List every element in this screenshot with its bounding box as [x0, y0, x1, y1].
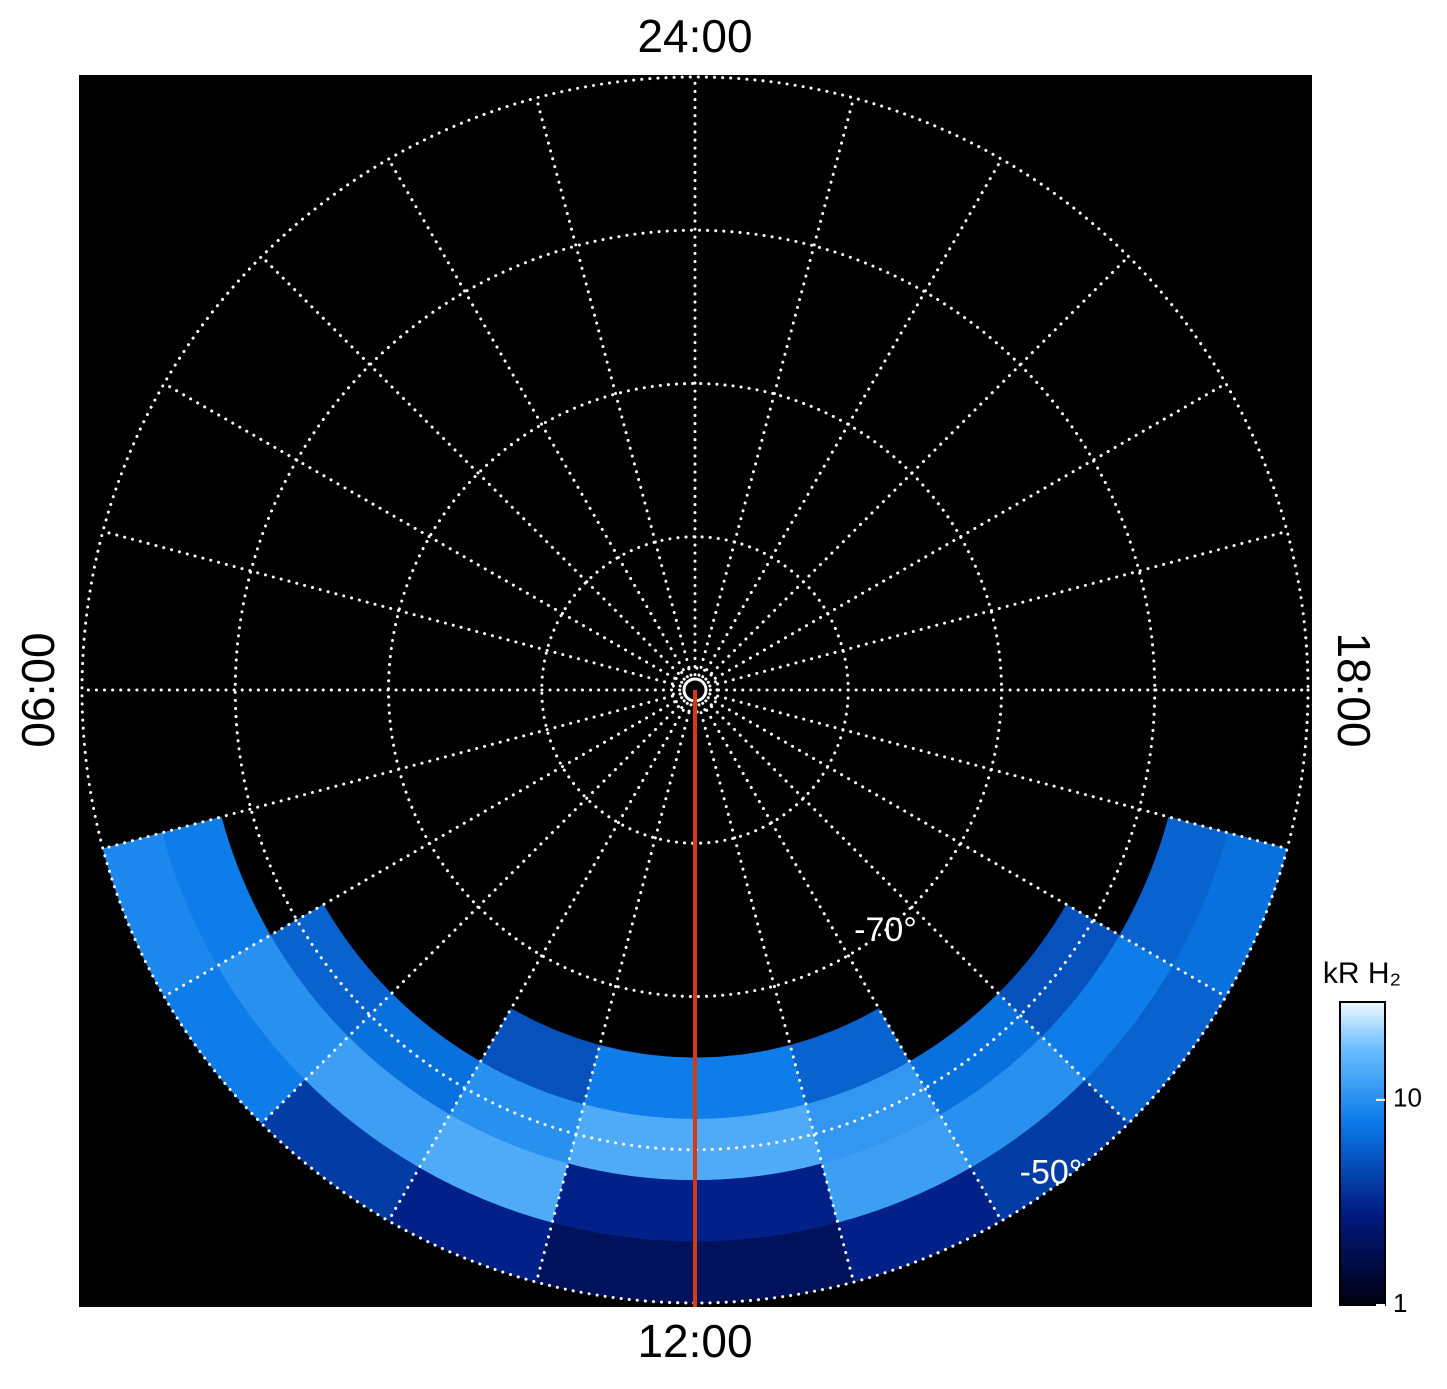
mlt-gridline	[387, 157, 689, 679]
mlt-gridline	[162, 382, 684, 684]
mlt-gridline	[708, 529, 1289, 688]
mlt-gridline	[697, 703, 856, 1284]
mlt-label: 06:00	[12, 632, 64, 747]
mlt-gridline	[704, 255, 1130, 681]
mlt-gridline	[101, 529, 682, 688]
mlt-gridline	[701, 157, 1003, 679]
mlt-gridline	[697, 96, 856, 677]
mlt-gridline	[704, 699, 1130, 1125]
lat-label: -50°	[1020, 1153, 1083, 1191]
mlt-gridline	[534, 703, 693, 1284]
mlt-gridline	[706, 696, 1228, 998]
mlt-label: 12:00	[637, 1315, 752, 1367]
pole-ring	[671, 666, 719, 714]
mlt-gridline	[706, 382, 1228, 684]
mlt-gridline	[534, 96, 693, 677]
image-layer	[102, 816, 1288, 1304]
mlt-gridline	[162, 696, 684, 998]
colorbar	[1339, 1001, 1386, 1306]
mlt-gridline	[387, 701, 689, 1223]
mlt-gridline	[101, 692, 682, 851]
colorbar-label: kR H₂	[1323, 957, 1401, 990]
colorbar-tick-label: 10	[1393, 1083, 1422, 1113]
mlt-gridline	[708, 692, 1289, 851]
lat-label: -70°	[854, 911, 917, 949]
mlt-label: 24:00	[637, 10, 752, 62]
mlt-gridline	[260, 699, 686, 1125]
mlt-label: 18:00	[1328, 632, 1380, 747]
mlt-gridline	[701, 701, 1003, 1223]
colorbar-tick-label: 1	[1393, 1288, 1407, 1318]
mlt-gridline	[260, 255, 686, 681]
